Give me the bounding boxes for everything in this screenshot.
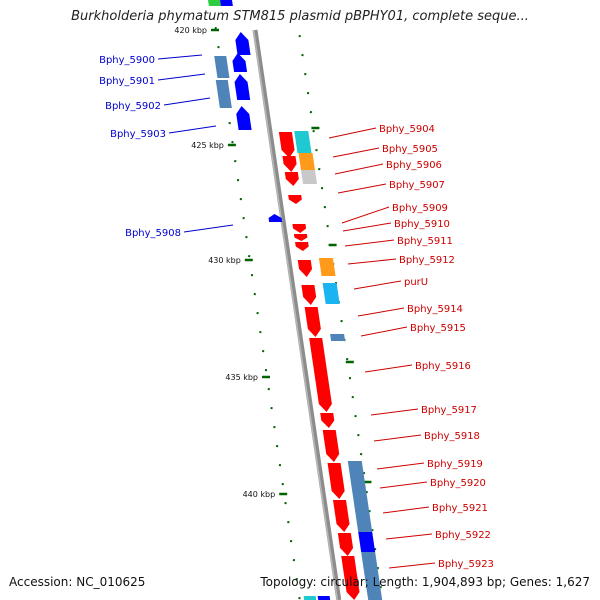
gene-label-bphy_5921[interactable]: Bphy_5921 bbox=[432, 503, 488, 514]
leader-line bbox=[342, 222, 392, 232]
gene-arrow-bphy5914[interactable] bbox=[304, 307, 321, 337]
leader-line bbox=[183, 224, 234, 233]
gene-arrow-bphy5904[interactable] bbox=[278, 132, 295, 158]
domain-box-top[interactable] bbox=[208, 0, 221, 6]
gene-label-bphy_5902[interactable]: Bphy_5902 bbox=[105, 101, 161, 112]
gene-arrow-bphy5919[interactable] bbox=[327, 463, 345, 499]
gene-arrow-bphy5900[interactable] bbox=[235, 32, 251, 55]
gene-arrow-bphy5908[interactable] bbox=[268, 214, 283, 222]
leader-line bbox=[370, 408, 419, 416]
domain-box-bphy5912[interactable] bbox=[318, 258, 336, 276]
domain-box-bphy5905[interactable] bbox=[294, 131, 312, 153]
genome-backbone-highlight bbox=[252, 29, 339, 600]
scale-label: 440 kbp bbox=[243, 490, 276, 499]
leader-line bbox=[337, 183, 387, 194]
map-title: Burkholderia phymatum STM815 plasmid pBP… bbox=[71, 9, 529, 24]
leader-line bbox=[379, 481, 428, 489]
gene-label-bphy_5912[interactable]: Bphy_5912 bbox=[399, 255, 455, 266]
gene-label-bphy_5901[interactable]: Bphy_5901 bbox=[99, 76, 155, 87]
leader-line bbox=[388, 562, 436, 569]
leader-line bbox=[360, 326, 408, 337]
leader-line bbox=[157, 54, 203, 60]
leader-line bbox=[328, 127, 377, 139]
leader-line bbox=[385, 533, 433, 540]
scale-label: 420 kbp bbox=[174, 26, 207, 35]
gene-arrow-bphy5916[interactable] bbox=[309, 338, 332, 412]
domain-box-bphy5902[interactable] bbox=[215, 80, 232, 108]
leader-line bbox=[382, 506, 430, 514]
gene-arrow-bphy5911[interactable] bbox=[295, 242, 309, 251]
leader-line bbox=[334, 163, 384, 175]
gene-label-bphy_5916[interactable]: Bphy_5916 bbox=[415, 361, 471, 372]
leader-line bbox=[376, 462, 425, 470]
gene-label-puru[interactable]: purU bbox=[404, 277, 428, 288]
gene-label-bphy_5915[interactable]: Bphy_5915 bbox=[410, 323, 466, 334]
domain-box-bphy5901[interactable] bbox=[214, 56, 230, 78]
gene-label-bphy_5920[interactable]: Bphy_5920 bbox=[430, 478, 486, 489]
gene-arrow-bphy5912[interactable] bbox=[297, 260, 313, 277]
gene-arrow-bphy5905[interactable] bbox=[282, 156, 297, 172]
leader-line bbox=[347, 258, 397, 265]
gene-label-bphy_5908[interactable]: Bphy_5908 bbox=[125, 228, 181, 239]
leader-line bbox=[357, 307, 405, 317]
gene-arrow-bphy5902[interactable] bbox=[234, 74, 251, 100]
gene-arrow-bphy5917[interactable] bbox=[320, 413, 335, 428]
domain-box-bottom[interactable] bbox=[317, 596, 331, 600]
leader-line bbox=[163, 97, 211, 106]
gene-arrow-bphy5910[interactable] bbox=[293, 234, 308, 241]
domain-box-bphy5920[interactable] bbox=[347, 461, 373, 532]
leader-line bbox=[344, 239, 395, 247]
gene-label-bphy_5914[interactable]: Bphy_5914 bbox=[407, 304, 463, 315]
gene-label-bphy_5903[interactable]: Bphy_5903 bbox=[110, 129, 166, 140]
scale-label: 430 kbp bbox=[208, 256, 241, 265]
topology-text: Topology: circular; Length: 1,904,893 bp… bbox=[260, 575, 590, 589]
domain-box-bphy5921[interactable] bbox=[358, 532, 376, 552]
domain-box-bphy5922[interactable] bbox=[361, 552, 383, 600]
leader-line bbox=[373, 434, 422, 442]
gene-label-bphy_5922[interactable]: Bphy_5922 bbox=[435, 530, 491, 541]
gene-label-bphy_5910[interactable]: Bphy_5910 bbox=[394, 219, 450, 230]
domain-box-bphy5915[interactable] bbox=[330, 334, 346, 341]
domain-box-bphy5906b[interactable] bbox=[300, 170, 318, 184]
leader-line bbox=[364, 364, 413, 373]
scale-label: 425 kbp bbox=[191, 141, 224, 150]
domain-box-purU[interactable] bbox=[322, 283, 340, 304]
leader-line bbox=[353, 280, 402, 290]
scale-label: 435 kbp bbox=[225, 373, 258, 382]
genome-backbone bbox=[252, 29, 342, 600]
gene-label-bphy_5917[interactable]: Bphy_5917 bbox=[421, 405, 477, 416]
gene-label-bphy_5905[interactable]: Bphy_5905 bbox=[382, 144, 438, 155]
leader-line bbox=[341, 206, 390, 224]
gene-arrow-bphy5903[interactable] bbox=[236, 106, 252, 130]
gene-label-bphy_5923[interactable]: Bphy_5923 bbox=[438, 559, 494, 570]
leader-line bbox=[157, 73, 206, 81]
gene-label-bphy_5911[interactable]: Bphy_5911 bbox=[397, 236, 453, 247]
gene-label-bphy_5918[interactable]: Bphy_5918 bbox=[424, 431, 480, 442]
gene-label-bphy_5909[interactable]: Bphy_5909 bbox=[392, 203, 448, 214]
gene-arrow-bphy5923[interactable] bbox=[341, 556, 360, 600]
domain-box-bphy5906[interactable] bbox=[298, 153, 315, 170]
accession-text: Accession: NC_010625 bbox=[9, 575, 146, 589]
gene-arrow-bphy5906[interactable] bbox=[284, 172, 299, 186]
domain-box-bottom[interactable] bbox=[303, 596, 317, 600]
domain-box-top[interactable] bbox=[220, 0, 233, 6]
gene-arrow-bphy5909[interactable] bbox=[292, 224, 307, 233]
gene-label-bphy_5900[interactable]: Bphy_5900 bbox=[99, 55, 155, 66]
gene-arrow-bphy5922[interactable] bbox=[337, 533, 354, 556]
gene-label-bphy_5919[interactable]: Bphy_5919 bbox=[427, 459, 483, 470]
gene-arrow-bphy5918[interactable] bbox=[322, 430, 340, 462]
gene-arrow-bphy5921[interactable] bbox=[333, 500, 350, 532]
gene-label-bphy_5904[interactable]: Bphy_5904 bbox=[379, 124, 435, 135]
gene-label-bphy_5906[interactable]: Bphy_5906 bbox=[386, 160, 442, 171]
gene-arrow-bphy5901[interactable] bbox=[232, 53, 248, 72]
leader-line bbox=[332, 147, 380, 158]
gene-label-bphy_5907[interactable]: Bphy_5907 bbox=[389, 180, 445, 191]
gene-arrow-bphy5907[interactable] bbox=[288, 195, 302, 204]
leader-line bbox=[168, 125, 217, 134]
gene-arrow-purU[interactable] bbox=[301, 285, 317, 305]
